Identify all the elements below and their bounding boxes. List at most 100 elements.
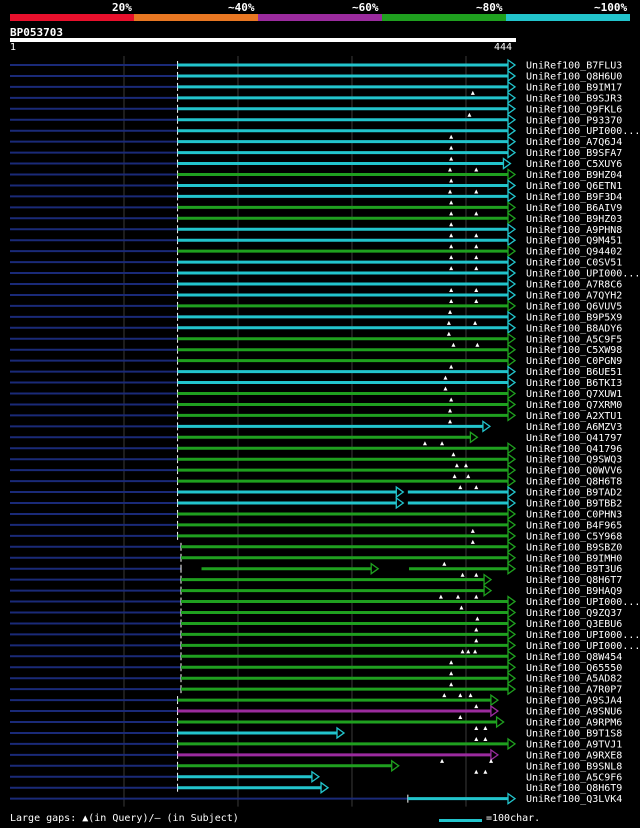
hit-row[interactable]: UniRef100_A7R0P7 (10, 682, 622, 698)
hit-label[interactable]: UniRef100_C0PHN3 (526, 509, 622, 520)
hit-row[interactable]: UniRef100_A9SJA4 (10, 693, 622, 709)
hit-row[interactable]: UniRef100_Q8H6T7 (10, 573, 622, 587)
hit-label[interactable]: UniRef100_A9TVJ1 (526, 739, 622, 750)
hit-label[interactable]: UniRef100_Q7XRM0 (526, 400, 622, 411)
hit-row[interactable]: UniRef100_B6UE51 (10, 365, 622, 380)
hit-label[interactable]: UniRef100_B9T1S8 (526, 728, 622, 739)
hit-label[interactable]: UniRef100_B9SBZ0 (526, 542, 622, 553)
hit-row[interactable]: UniRef100_B7FLU3 (10, 58, 622, 72)
hit-row[interactable]: UniRef100_Q9FKL6 (10, 102, 622, 117)
hit-row[interactable]: UniRef100_A7R8C6 (10, 277, 622, 292)
hit-label[interactable]: UniRef100_B9HZ04 (526, 170, 622, 181)
hit-row[interactable]: UniRef100_C5XW98 (10, 343, 622, 357)
hit-row[interactable]: UniRef100_B9SFA7 (10, 146, 622, 161)
hit-row[interactable]: UniRef100_A7Q6J4 (10, 135, 622, 150)
hit-row[interactable]: UniRef100_A9PHN8 (10, 222, 622, 238)
hit-label[interactable]: UniRef100_Q3LVK4 (526, 794, 622, 805)
hit-label[interactable]: UniRef100_UPI000... (526, 641, 640, 652)
hit-row[interactable]: UniRef100_B9T3U6 (10, 562, 622, 577)
hit-row[interactable]: UniRef100_B9TAD2 (10, 485, 622, 499)
hit-label[interactable]: UniRef100_Q9ZQ37 (526, 608, 622, 619)
hit-row[interactable]: UniRef100_A5C9F6 (10, 770, 622, 784)
hit-row[interactable]: UniRef100_C0PGN9 (10, 354, 622, 369)
hit-row[interactable]: UniRef100_A9RXE8 (10, 748, 622, 763)
hit-label[interactable]: UniRef100_A6MZV3 (526, 422, 622, 433)
hit-label[interactable]: UniRef100_Q3EBU6 (526, 619, 622, 630)
hit-label[interactable]: UniRef100_P93370 (526, 115, 622, 126)
hit-label[interactable]: UniRef100_Q9M451 (526, 236, 622, 247)
hit-row[interactable]: UniRef100_UPI000... (10, 124, 640, 139)
hit-label[interactable]: UniRef100_Q9SWQ3 (526, 455, 622, 466)
hit-label[interactable]: UniRef100_C0SV51 (526, 258, 622, 269)
hit-row[interactable]: UniRef100_Q8H6T9 (10, 781, 622, 795)
hit-row[interactable]: UniRef100_C5Y968 (10, 529, 622, 544)
hit-row[interactable]: UniRef100_Q6ETN1 (10, 179, 622, 194)
hit-label[interactable]: UniRef100_A5C9F5 (526, 334, 622, 345)
hit-row[interactable]: UniRef100_Q41797 (10, 431, 622, 446)
hit-row[interactable]: UniRef100_UPI000... (10, 266, 640, 280)
hit-label[interactable]: UniRef100_Q6VUV5 (526, 301, 622, 312)
hit-label[interactable]: UniRef100_B9SJR3 (526, 93, 622, 104)
hit-label[interactable]: UniRef100_A9RXE8 (526, 750, 622, 761)
hit-label[interactable]: UniRef100_B9TBB2 (526, 499, 622, 510)
hit-row[interactable]: UniRef100_C5XUY6 (10, 157, 622, 172)
hit-row[interactable]: UniRef100_A2XTU1 (10, 409, 622, 424)
hit-row[interactable]: UniRef100_B9HZ03 (10, 212, 622, 227)
hit-label[interactable]: UniRef100_B9IM17 (526, 82, 622, 93)
hit-label[interactable]: UniRef100_B9HZ03 (526, 214, 622, 225)
hit-row[interactable]: UniRef100_B9SBZ0 (10, 540, 622, 554)
hit-label[interactable]: UniRef100_B9HAQ9 (526, 586, 622, 597)
hit-label[interactable]: UniRef100_A5C9F6 (526, 772, 622, 783)
hit-row[interactable]: UniRef100_A5C9F5 (10, 332, 622, 347)
hit-label[interactable]: UniRef100_C0PGN9 (526, 356, 622, 367)
hit-row[interactable]: UniRef100_B4F965 (10, 518, 622, 533)
hit-label[interactable]: UniRef100_B9T3U6 (526, 564, 622, 575)
hit-row[interactable]: UniRef100_A9RPM6 (10, 715, 622, 730)
hit-label[interactable]: UniRef100_B9SNL8 (526, 761, 622, 772)
hit-label[interactable]: UniRef100_Q41796 (526, 444, 622, 455)
hit-label[interactable]: UniRef100_Q94402 (526, 247, 622, 258)
hit-row[interactable]: UniRef100_C0PHN3 (10, 507, 622, 521)
hit-row[interactable]: UniRef100_B6TKI3 (10, 376, 622, 391)
hit-label[interactable]: UniRef100_A9SNU6 (526, 707, 622, 718)
hit-row[interactable]: UniRef100_Q8H6T8 (10, 474, 622, 490)
hit-label[interactable]: UniRef100_A7QYH2 (526, 290, 622, 301)
hit-row[interactable]: UniRef100_B6AIV9 (10, 201, 622, 216)
hit-label[interactable]: UniRef100_Q0WVV6 (526, 466, 622, 477)
hit-row[interactable]: UniRef100_Q9ZQ37 (10, 606, 622, 621)
hit-label[interactable]: UniRef100_A7Q6J4 (526, 137, 622, 148)
hit-row[interactable]: UniRef100_B9SJR3 (10, 91, 622, 105)
hit-label[interactable]: UniRef100_UPI000... (526, 597, 640, 608)
hit-label[interactable]: UniRef100_B7FLU3 (526, 61, 622, 72)
hit-row[interactable]: UniRef100_UPI000... (10, 628, 640, 643)
hit-label[interactable]: UniRef100_C5XW98 (526, 345, 622, 356)
hit-row[interactable]: UniRef100_B9HAQ9 (10, 584, 622, 599)
hit-label[interactable]: UniRef100_A5AD82 (526, 674, 622, 685)
hit-label[interactable]: UniRef100_B6AIV9 (526, 203, 622, 214)
hit-label[interactable]: UniRef100_Q41797 (526, 433, 622, 444)
hit-row[interactable]: UniRef100_B8ADY6 (10, 321, 622, 336)
hit-label[interactable]: UniRef100_A9SJA4 (526, 696, 622, 707)
hit-row[interactable]: UniRef100_Q9SWQ3 (10, 452, 622, 468)
hit-row[interactable]: UniRef100_Q9M451 (10, 233, 622, 249)
hit-label[interactable]: UniRef100_UPI000... (526, 126, 640, 137)
hit-row[interactable]: UniRef100_Q3EBU6 (10, 617, 622, 632)
hit-label[interactable]: UniRef100_Q6ETN1 (526, 181, 622, 192)
hit-row[interactable]: UniRef100_B9IM17 (10, 80, 622, 95)
hit-row[interactable]: UniRef100_Q65550 (10, 660, 622, 676)
hit-row[interactable]: UniRef100_Q7XUW1 (10, 387, 622, 402)
hit-label[interactable]: UniRef100_Q8H6T7 (526, 575, 622, 586)
hit-row[interactable]: UniRef100_B9F3D4 (10, 190, 622, 205)
hit-row[interactable]: UniRef100_A6MZV3 (10, 420, 622, 433)
hit-label[interactable]: UniRef100_B4F965 (526, 520, 622, 531)
hit-row[interactable]: UniRef100_B9TBB2 (10, 496, 622, 510)
hit-label[interactable]: UniRef100_B9P5X9 (526, 312, 622, 323)
hit-row[interactable]: UniRef100_B9IMH0 (10, 551, 622, 566)
hit-row[interactable]: UniRef100_Q94402 (10, 244, 622, 260)
hit-row[interactable]: UniRef100_A5AD82 (10, 671, 622, 687)
hit-row[interactable]: UniRef100_B9SNL8 (10, 759, 622, 774)
hit-label[interactable]: UniRef100_B9SFA7 (526, 148, 622, 159)
hit-label[interactable]: UniRef100_C5XUY6 (526, 159, 622, 170)
hit-label[interactable]: UniRef100_UPI000... (526, 269, 640, 280)
hit-label[interactable]: UniRef100_B9IMH0 (526, 553, 622, 564)
